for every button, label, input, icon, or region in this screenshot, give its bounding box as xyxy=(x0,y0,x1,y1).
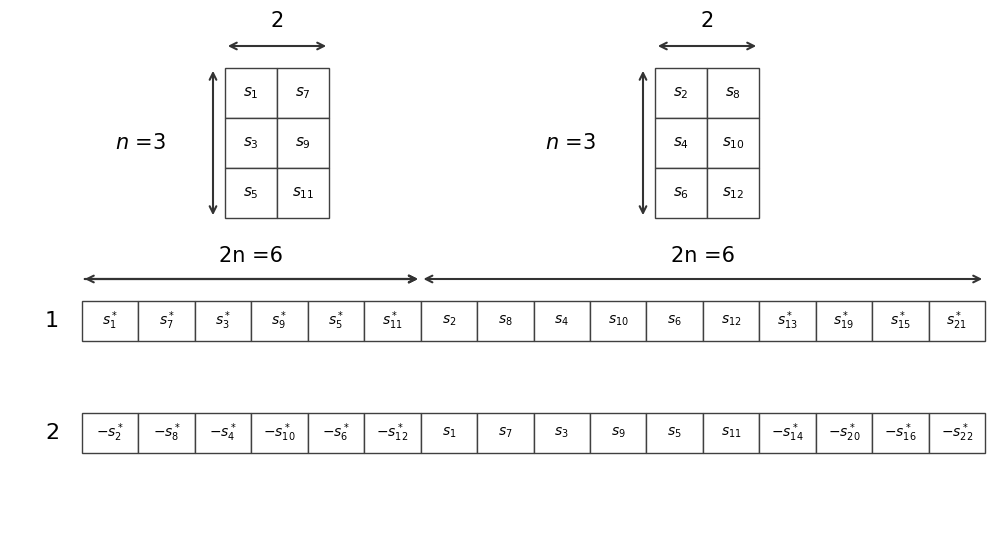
Text: 2: 2 xyxy=(270,11,284,31)
Text: $s_5$: $s_5$ xyxy=(667,426,682,440)
Bar xyxy=(816,301,872,341)
Text: $-s^*_{20}$: $-s^*_{20}$ xyxy=(828,422,860,444)
Text: $-s^*_{14}$: $-s^*_{14}$ xyxy=(771,422,804,444)
Bar xyxy=(590,413,646,453)
Text: $s^*_7$: $s^*_7$ xyxy=(159,310,175,332)
Bar xyxy=(138,413,195,453)
Text: $s_{12}$: $s_{12}$ xyxy=(721,314,741,328)
Text: $-s^*_6$: $-s^*_6$ xyxy=(322,422,350,444)
Text: $s^*_3$: $s^*_3$ xyxy=(215,310,231,332)
Bar xyxy=(646,301,703,341)
Bar xyxy=(195,301,251,341)
Text: $-s^*_2$: $-s^*_2$ xyxy=(96,422,124,444)
Text: $s_{12}$: $s_{12}$ xyxy=(722,185,744,201)
Text: $s_{11}$: $s_{11}$ xyxy=(292,185,314,201)
Text: $n$ =3: $n$ =3 xyxy=(545,133,595,153)
Text: $s_7$: $s_7$ xyxy=(295,85,311,101)
Text: $s^*_{21}$: $s^*_{21}$ xyxy=(946,310,967,332)
Bar xyxy=(277,118,329,168)
Bar xyxy=(707,118,759,168)
Bar xyxy=(421,413,477,453)
Text: $s_1$: $s_1$ xyxy=(442,426,456,440)
Text: $s^*_{13}$: $s^*_{13}$ xyxy=(777,310,798,332)
Bar xyxy=(759,413,816,453)
Bar xyxy=(707,68,759,118)
Text: $s_3$: $s_3$ xyxy=(243,135,259,151)
Text: 2: 2 xyxy=(45,423,59,443)
Text: $s_6$: $s_6$ xyxy=(673,185,689,201)
Text: $-s^*_{16}$: $-s^*_{16}$ xyxy=(884,422,917,444)
Bar xyxy=(308,301,364,341)
Text: $s_5$: $s_5$ xyxy=(243,185,259,201)
Bar xyxy=(929,413,985,453)
Text: $s^*_{19}$: $s^*_{19}$ xyxy=(833,310,854,332)
Bar xyxy=(82,301,138,341)
Text: $s_9$: $s_9$ xyxy=(611,426,626,440)
Bar xyxy=(872,413,929,453)
Bar xyxy=(703,413,759,453)
Bar xyxy=(477,301,534,341)
Text: 2: 2 xyxy=(700,11,714,31)
Bar xyxy=(655,68,707,118)
Bar xyxy=(477,413,534,453)
Text: $s^*_{15}$: $s^*_{15}$ xyxy=(890,310,911,332)
Text: $s_{11}$: $s_{11}$ xyxy=(721,426,741,440)
Bar xyxy=(816,413,872,453)
Text: $s_{10}$: $s_{10}$ xyxy=(722,135,744,151)
Text: $s_7$: $s_7$ xyxy=(498,426,513,440)
Text: $s^*_9$: $s^*_9$ xyxy=(271,310,288,332)
Text: $s^*_5$: $s^*_5$ xyxy=(328,310,344,332)
Bar xyxy=(872,301,929,341)
Text: $s_2$: $s_2$ xyxy=(442,314,456,328)
Bar xyxy=(364,413,421,453)
Bar xyxy=(421,301,477,341)
Text: $s_9$: $s_9$ xyxy=(295,135,311,151)
Bar xyxy=(195,413,251,453)
Text: $-s^*_8$: $-s^*_8$ xyxy=(153,422,181,444)
Bar xyxy=(225,118,277,168)
Text: $s_4$: $s_4$ xyxy=(554,314,569,328)
Text: $s_3$: $s_3$ xyxy=(554,426,569,440)
Bar xyxy=(590,301,646,341)
Text: $s_4$: $s_4$ xyxy=(673,135,689,151)
Text: 2n =6: 2n =6 xyxy=(671,246,735,266)
Bar xyxy=(277,68,329,118)
Text: $s_1$: $s_1$ xyxy=(243,85,259,101)
Bar xyxy=(82,413,138,453)
Bar xyxy=(759,301,816,341)
Bar xyxy=(703,301,759,341)
Bar xyxy=(646,413,703,453)
Text: $s_8$: $s_8$ xyxy=(725,85,741,101)
Bar xyxy=(138,301,195,341)
Bar xyxy=(655,168,707,218)
Bar xyxy=(251,301,308,341)
Bar xyxy=(308,413,364,453)
Bar xyxy=(251,413,308,453)
Bar xyxy=(225,68,277,118)
Text: $s^*_{11}$: $s^*_{11}$ xyxy=(382,310,403,332)
Bar xyxy=(277,168,329,218)
Text: $s_{10}$: $s_{10}$ xyxy=(608,314,629,328)
Text: $-s^*_{12}$: $-s^*_{12}$ xyxy=(376,422,409,444)
Bar xyxy=(707,168,759,218)
Bar xyxy=(364,301,421,341)
Text: $s_8$: $s_8$ xyxy=(498,314,513,328)
Text: $-s^*_{10}$: $-s^*_{10}$ xyxy=(263,422,296,444)
Text: $n$ =3: $n$ =3 xyxy=(115,133,165,153)
Bar xyxy=(534,413,590,453)
Text: $-s^*_4$: $-s^*_4$ xyxy=(209,422,237,444)
Bar xyxy=(534,301,590,341)
Text: 2n =6: 2n =6 xyxy=(219,246,283,266)
Bar xyxy=(225,168,277,218)
Text: $s_2$: $s_2$ xyxy=(673,85,689,101)
Text: 1: 1 xyxy=(45,311,59,331)
Bar xyxy=(655,118,707,168)
Text: $-s^*_{22}$: $-s^*_{22}$ xyxy=(941,422,973,444)
Bar xyxy=(929,301,985,341)
Text: $s^*_1$: $s^*_1$ xyxy=(102,310,118,332)
Text: $s_6$: $s_6$ xyxy=(667,314,682,328)
